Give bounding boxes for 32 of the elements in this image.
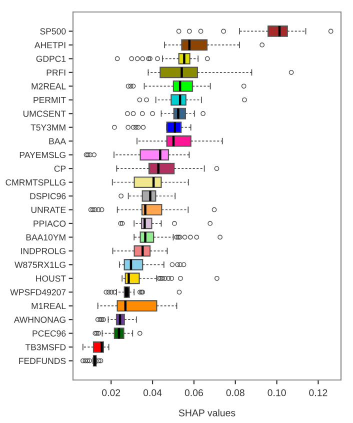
x-tick-label: 0.06 (184, 389, 203, 396)
y-tick-label: PRFI (46, 70, 66, 76)
y-tick-label: PERMIT (34, 97, 66, 104)
y-tick-label: BAA10YM (26, 234, 66, 240)
y-tick-label: PPIACO (34, 220, 66, 227)
y-tick-label: PAYEMSLG (20, 152, 66, 158)
y-tick-label: T5Y3MM (30, 124, 66, 131)
y-tick-label: AHETPI (34, 42, 66, 48)
x-tick-label: 0.10 (268, 389, 286, 396)
x-tick-label: 0.08 (226, 389, 244, 396)
y-tick-label: UMCSENT (23, 110, 66, 117)
y-tick-label: CMRMTSPLLG (6, 179, 66, 186)
y-tick-label: INDPROLG (21, 248, 66, 254)
y-tick-label: AWHNONAG (14, 316, 66, 323)
x-axis-title: SHAP values (178, 409, 236, 416)
y-tick-label: W875RX1LG (14, 262, 66, 268)
y-tick-label: FEDFUNDS (19, 358, 66, 364)
x-tick-label: 0.02 (102, 389, 120, 396)
y-tick-label: M2REAL (32, 83, 66, 90)
y-tick-label: UNRATE (31, 206, 66, 213)
y-tick-label: DSPIC96 (30, 193, 66, 200)
y-tick-label: GDPC1 (36, 56, 66, 62)
y-tick-label: PCEC96 (32, 330, 66, 337)
y-tick-label: BAA (49, 138, 66, 144)
y-tick-label: WPSFD49207 (10, 289, 66, 296)
y-tick-label: CP (54, 166, 66, 172)
y-tick-label: M1REAL (32, 303, 66, 310)
y-tick-label: SP500 (40, 28, 66, 34)
y-tick-label: TB3MSFD (25, 344, 66, 350)
x-tick-label: 0.04 (143, 389, 162, 396)
y-tick-label: HOUST (36, 275, 66, 282)
x-tick-label: 0.12 (309, 389, 328, 396)
